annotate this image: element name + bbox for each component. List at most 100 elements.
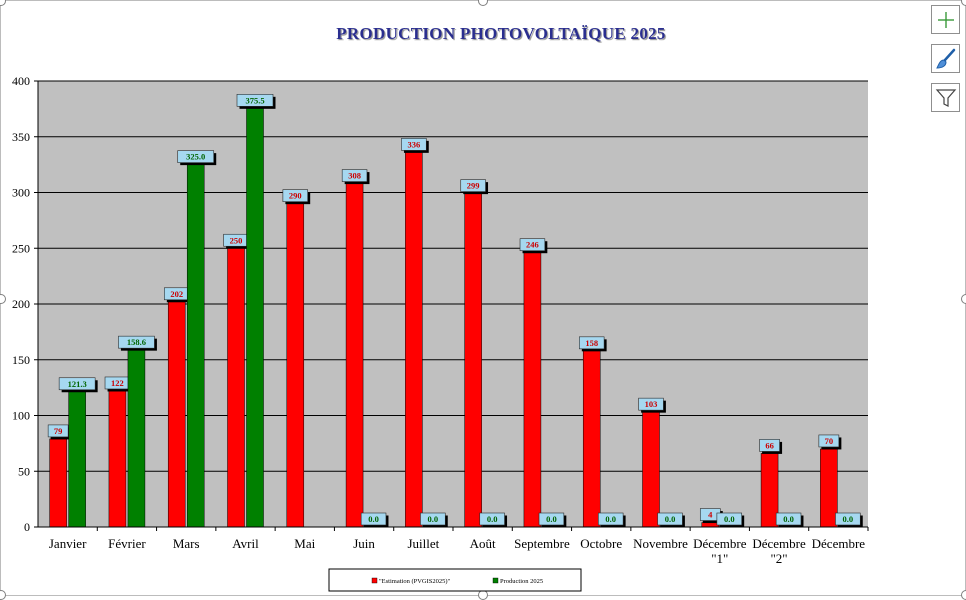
data-label[interactable]: 70	[818, 434, 842, 450]
data-label-text: 250	[230, 235, 243, 245]
x-tick-label: Mars	[173, 536, 200, 551]
data-label-box	[460, 179, 486, 192]
chart-styles-button[interactable]	[931, 44, 960, 73]
data-label-text: 158	[585, 338, 598, 348]
data-label[interactable]: 121.3	[58, 377, 98, 393]
x-tick-label: Septembre	[514, 536, 570, 551]
data-label[interactable]: 158.6	[118, 335, 157, 351]
data-label-text: 246	[526, 240, 539, 250]
data-label[interactable]: 66	[759, 439, 783, 454]
bar-estimation[interactable]	[582, 350, 601, 528]
data-label-text: 299	[467, 181, 480, 191]
x-tick-label: Décembre	[812, 536, 866, 551]
data-label[interactable]: 308	[341, 169, 370, 185]
bar-production[interactable]	[68, 391, 86, 528]
data-label[interactable]: 0.0	[775, 512, 804, 528]
data-label-text: 325.0	[186, 152, 205, 162]
data-label-box	[657, 512, 683, 526]
data-label[interactable]: 0.0	[598, 512, 626, 528]
data-label-box	[282, 189, 308, 202]
data-label-text: 70	[825, 436, 834, 446]
bar-production[interactable]	[186, 164, 205, 528]
data-label[interactable]: 299	[460, 179, 489, 195]
data-label-box	[638, 397, 664, 411]
data-label-text: 4	[708, 510, 713, 520]
x-tick-label: Décembre "2"	[752, 536, 806, 566]
x-axis: Janvier Février Mars Avril Mai Juin Juillet Aoû…	[38, 526, 869, 566]
chart-tools	[931, 5, 960, 122]
bar-estimation[interactable]	[464, 193, 482, 528]
data-label[interactable]: 336	[401, 138, 429, 153]
y-axis: 0 50 100 150 200 250 300 350 400	[12, 74, 39, 534]
bar-estimation[interactable]	[227, 248, 245, 528]
data-label-box	[479, 512, 505, 526]
bar-estimation[interactable]	[642, 411, 660, 528]
chart-elements-button[interactable]	[931, 5, 960, 34]
data-label[interactable]: 0.0	[716, 512, 745, 528]
y-tick-label: 200	[12, 297, 30, 311]
bar-estimation[interactable]	[49, 438, 67, 528]
bar-production[interactable]	[127, 349, 146, 528]
data-label-text: 0.0	[428, 514, 439, 524]
x-tick-label: Janvier	[49, 536, 87, 551]
legend-box[interactable]	[328, 568, 582, 592]
bar-estimation[interactable]	[820, 448, 838, 528]
y-tick-label: 400	[12, 74, 30, 88]
data-label[interactable]: 0.0	[657, 512, 685, 528]
data-label[interactable]: 375.5	[236, 94, 276, 109]
bar-estimation[interactable]	[286, 203, 305, 528]
data-label-text: 0.0	[665, 514, 676, 524]
y-tick-label: 300	[12, 186, 30, 200]
bar-estimation[interactable]	[405, 152, 423, 528]
data-label-text: 202	[170, 289, 183, 299]
y-tick-label: 0	[24, 520, 30, 534]
y-tick-label: 150	[12, 353, 30, 367]
data-label-box	[177, 150, 215, 163]
resize-handle-top[interactable]	[478, 0, 488, 6]
bar-estimation[interactable]	[108, 390, 127, 528]
data-label[interactable]: 290	[282, 189, 311, 205]
resize-handle-top-left[interactable]	[0, 0, 6, 6]
data-label[interactable]: 0.0	[538, 512, 567, 528]
bar-estimation[interactable]	[701, 522, 720, 528]
bar-estimation[interactable]	[345, 183, 364, 528]
legend-label-production: Production 2025	[500, 578, 543, 585]
brush-icon	[935, 48, 955, 69]
data-label[interactable]: 158	[579, 336, 607, 352]
chart-filters-button[interactable]	[931, 83, 960, 112]
x-tick-label: Mai	[294, 536, 315, 551]
data-label-box	[420, 512, 446, 526]
bar-estimation[interactable]	[167, 301, 186, 528]
data-label-box	[538, 512, 565, 526]
data-label-box	[341, 169, 368, 182]
data-label-text: 103	[645, 399, 658, 409]
data-label[interactable]: 0.0	[360, 512, 389, 528]
data-label-text: 0.0	[724, 514, 735, 524]
data-label[interactable]: 103	[638, 397, 666, 413]
bar-production[interactable]	[246, 108, 264, 528]
bar-estimation[interactable]	[523, 252, 542, 528]
data-label-text: 0.0	[368, 514, 379, 524]
resize-handle-left[interactable]	[0, 294, 6, 304]
data-label[interactable]: 122	[104, 376, 133, 392]
resize-handle-top-right[interactable]	[961, 0, 966, 6]
legend[interactable]: "Estimation (PVGIS2025)" Production 2025	[328, 568, 582, 592]
bar-estimation[interactable]	[760, 453, 779, 528]
data-label[interactable]: 325.0	[177, 150, 217, 166]
data-label-text: 66	[765, 440, 774, 450]
data-label[interactable]: 202	[164, 287, 192, 303]
data-label[interactable]: 0.0	[479, 512, 508, 528]
data-label-box	[818, 434, 840, 448]
resize-handle-right[interactable]	[961, 294, 966, 304]
data-label[interactable]: 79	[47, 424, 71, 440]
legend-swatch-production	[492, 577, 499, 584]
data-label[interactable]: 0.0	[835, 512, 863, 528]
x-tick-label: Novembre	[633, 536, 688, 551]
data-label-box	[236, 94, 274, 107]
data-label-text: 336	[407, 139, 420, 149]
data-label-text: 0.0	[843, 514, 854, 524]
plus-icon	[937, 11, 954, 28]
data-label[interactable]: 0.0	[420, 512, 448, 528]
data-label[interactable]: 246	[519, 238, 548, 254]
